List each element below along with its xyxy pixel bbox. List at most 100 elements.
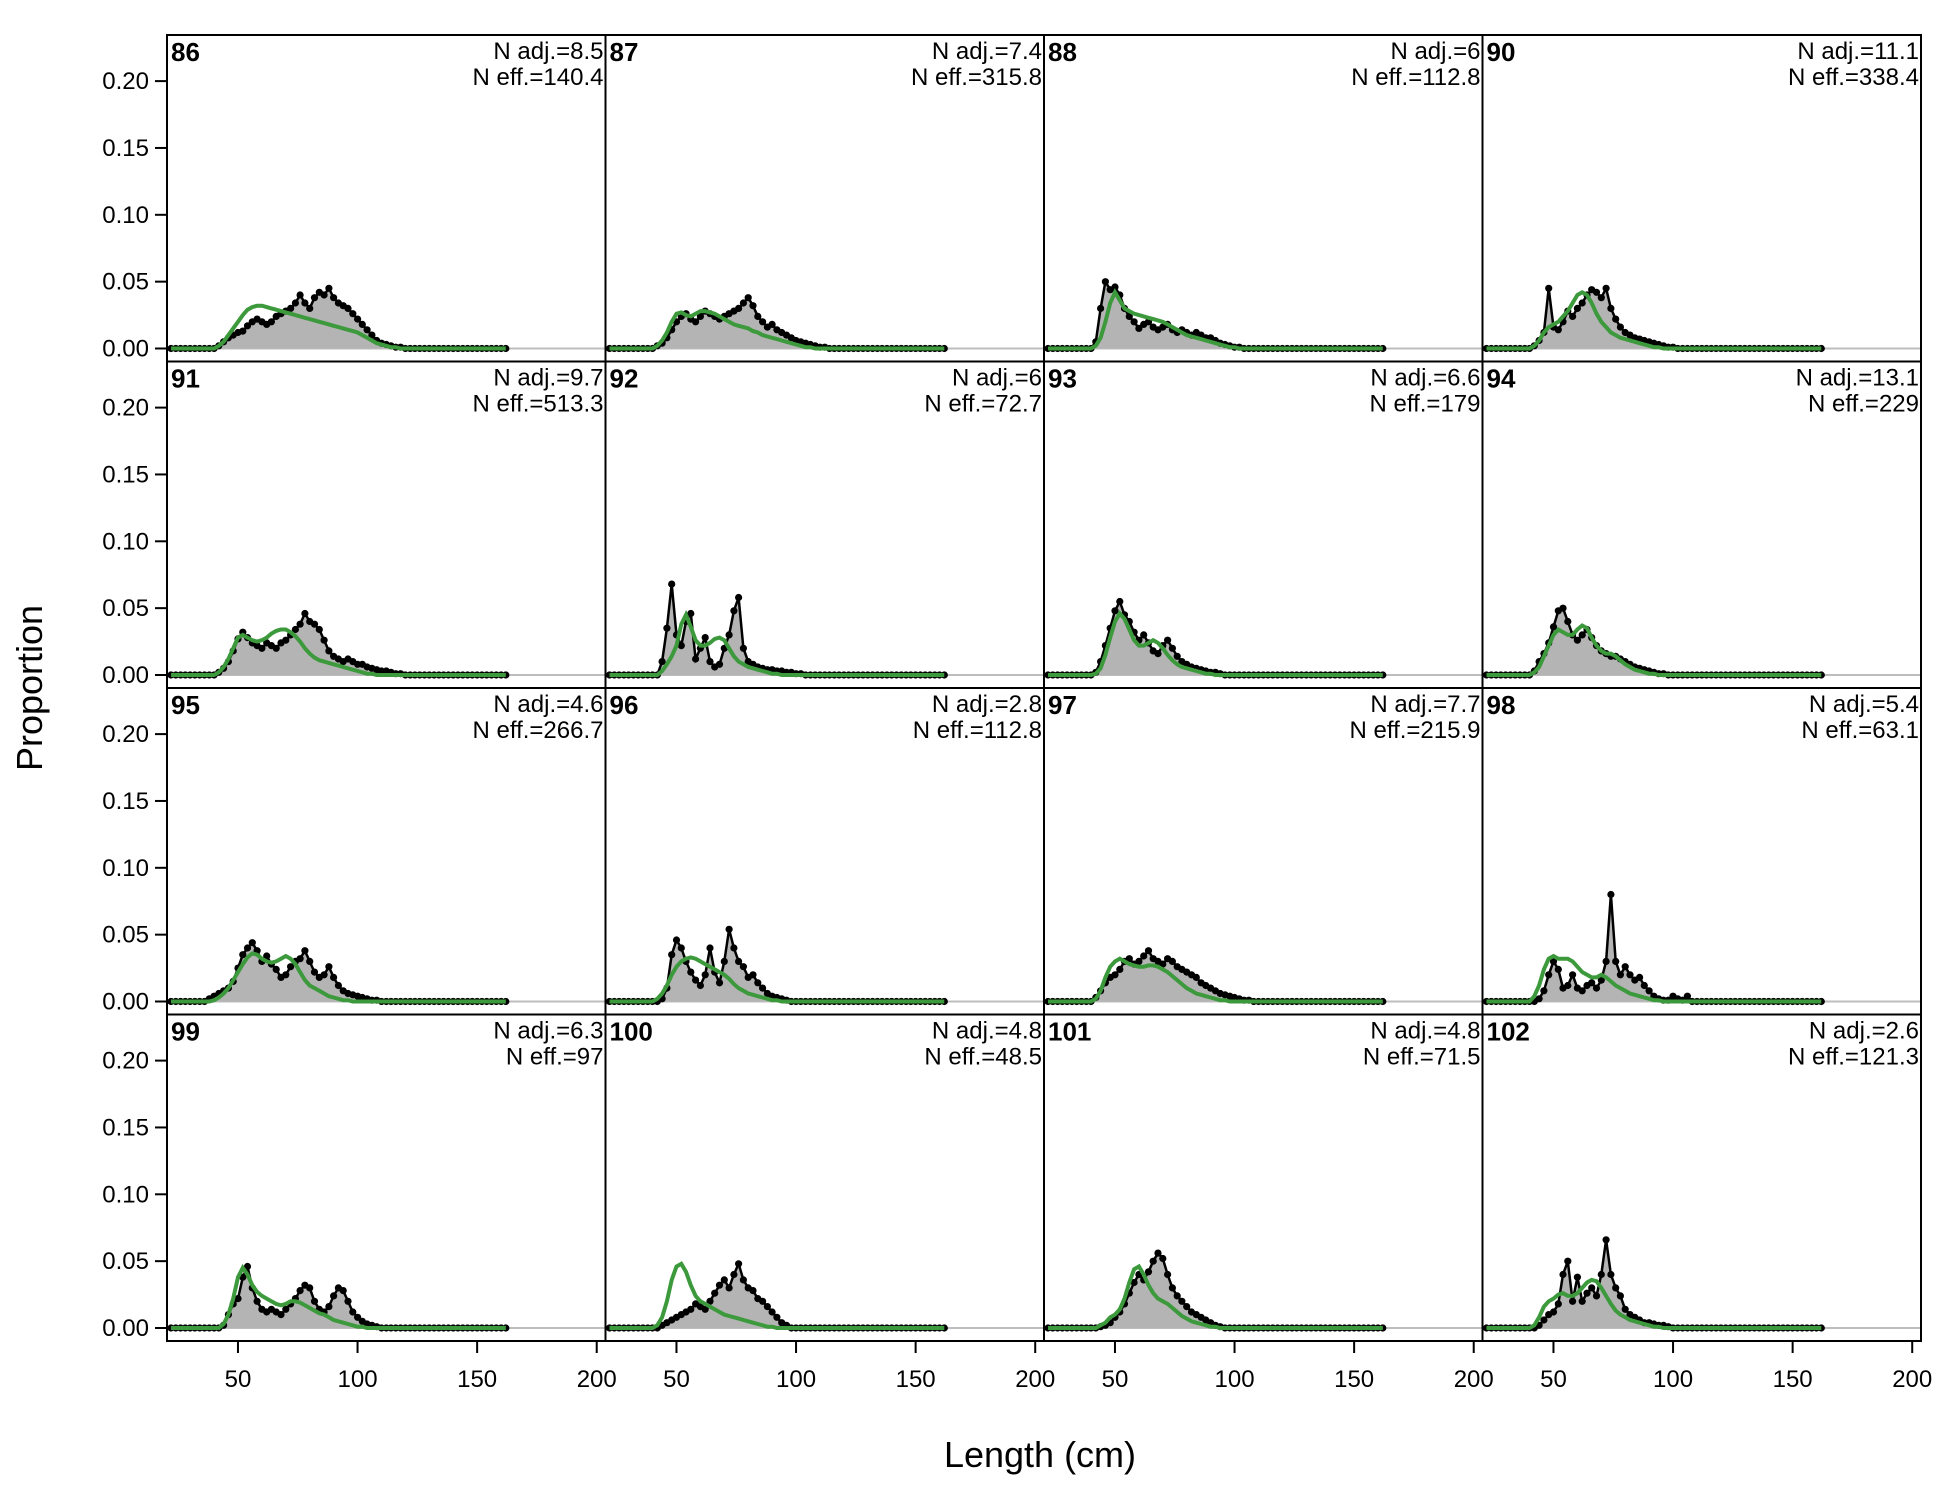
panel-86: 86 N adj.=8.5N eff.=140.4 0.00 0.05 0.10 0.15… xyxy=(102,34,607,363)
observed-point xyxy=(687,968,695,976)
x-tick-label: 50 xyxy=(1102,1366,1129,1393)
observed-area xyxy=(171,288,506,349)
observed-point xyxy=(763,1303,772,1311)
observed-point xyxy=(1545,284,1553,292)
y-tick-label: 0.15 xyxy=(102,461,149,488)
panel-100: 100 N adj.=4.8N eff.=48.5 50 100 150 200 xyxy=(604,1013,1055,1393)
observed-point xyxy=(325,647,333,655)
observed-point xyxy=(296,291,304,299)
observed-point xyxy=(677,642,685,650)
observed-point xyxy=(739,963,748,971)
observed-point xyxy=(1549,623,1558,631)
observed-point xyxy=(1612,315,1620,323)
expected-line xyxy=(1486,953,1822,1004)
x-tick-label: 150 xyxy=(457,1366,497,1393)
observed-point xyxy=(701,1305,709,1313)
panel-label: 90 xyxy=(1487,37,1516,67)
observed-point xyxy=(1616,971,1624,979)
observed-point xyxy=(1135,324,1143,332)
observed-point xyxy=(1616,1292,1624,1300)
observed-point xyxy=(263,952,271,960)
observed-point xyxy=(1607,1270,1615,1279)
observed-area xyxy=(171,613,506,675)
y-tick-label: 0.20 xyxy=(102,721,149,748)
y-tick-label: 0.15 xyxy=(102,135,149,162)
observed-area xyxy=(609,584,945,675)
observed-point xyxy=(1569,1297,1577,1305)
y-tick-label: 0.20 xyxy=(102,68,149,95)
panel-91: 91 N adj.=9.7N eff.=513.3 0.00 0.05 0.10 0.15… xyxy=(102,360,607,689)
observed-point xyxy=(1159,960,1167,968)
expected-line xyxy=(1048,956,1383,1004)
observed-point xyxy=(1159,1254,1167,1263)
panel-label: 91 xyxy=(171,364,200,394)
observed-area xyxy=(171,1266,506,1328)
y-tick-label: 0.00 xyxy=(102,336,149,363)
observed-point xyxy=(1164,636,1172,644)
expected-line xyxy=(1486,1277,1822,1330)
observed-point xyxy=(234,1295,242,1303)
observed-point xyxy=(243,322,252,330)
n-adj-label: N adj.=6.6 xyxy=(1370,365,1480,392)
panel-label: 101 xyxy=(1048,1017,1091,1047)
n-eff-label: N eff.=215.9 xyxy=(1350,717,1481,744)
observed-point xyxy=(1607,890,1615,899)
observed-point xyxy=(759,318,767,326)
observed-point xyxy=(296,620,304,628)
observed-point xyxy=(1116,597,1124,606)
observed-point xyxy=(706,1297,714,1305)
panel-98: 98 N adj.=5.4N eff.=63.1 xyxy=(1481,687,1922,1016)
observed-point xyxy=(1144,1268,1153,1276)
observed-point xyxy=(1173,1292,1181,1300)
panel-97: 97 N adj.=7.7N eff.=215.9 xyxy=(1043,687,1484,1016)
observed-point xyxy=(1645,987,1653,995)
observed-point xyxy=(677,944,685,952)
observed-point xyxy=(358,320,366,328)
observed-point xyxy=(282,971,290,979)
observed-point xyxy=(1626,971,1634,979)
panel-border xyxy=(1481,1013,1922,1342)
observed-point xyxy=(759,1297,767,1305)
x-tick-label: 200 xyxy=(577,1366,617,1393)
observed-point xyxy=(344,304,352,312)
panel-label: 86 xyxy=(171,37,200,67)
expected-line xyxy=(609,955,945,1004)
observed-point xyxy=(1564,617,1572,626)
expected-line xyxy=(1048,287,1383,351)
observed-point xyxy=(725,631,733,639)
x-tick-label: 100 xyxy=(776,1366,816,1393)
observed-point xyxy=(735,593,743,602)
observed-point xyxy=(330,1292,338,1300)
observed-point xyxy=(306,957,314,966)
observed-point xyxy=(315,625,323,634)
observed-point xyxy=(1683,992,1691,1000)
expected-line xyxy=(1486,290,1822,351)
observed-point xyxy=(663,624,671,632)
observed-point xyxy=(739,644,748,652)
panel-label: 95 xyxy=(171,690,200,720)
observed-point xyxy=(730,1270,738,1279)
observed-point xyxy=(1621,963,1629,971)
observed-point xyxy=(354,1313,362,1321)
observed-point xyxy=(1154,1249,1162,1257)
observed-point xyxy=(692,655,700,663)
n-eff-label: N eff.=112.8 xyxy=(1351,64,1480,91)
expected-line xyxy=(609,609,945,677)
panel-label: 92 xyxy=(610,364,639,394)
observed-point xyxy=(330,973,338,982)
observed-point xyxy=(325,963,333,971)
observed-point xyxy=(1173,652,1181,660)
observed-point xyxy=(287,304,295,312)
observed-point xyxy=(1578,299,1586,307)
observed-point xyxy=(1592,984,1601,992)
observed-line xyxy=(1486,606,1822,677)
observed-point xyxy=(320,636,328,644)
y-tick-label: 0.05 xyxy=(102,269,149,296)
observed-point xyxy=(1607,304,1615,312)
observed-point xyxy=(1101,278,1109,286)
observed-point xyxy=(1564,1257,1572,1265)
observed-point xyxy=(1164,1270,1172,1279)
y-tick-label: 0.20 xyxy=(102,395,149,422)
